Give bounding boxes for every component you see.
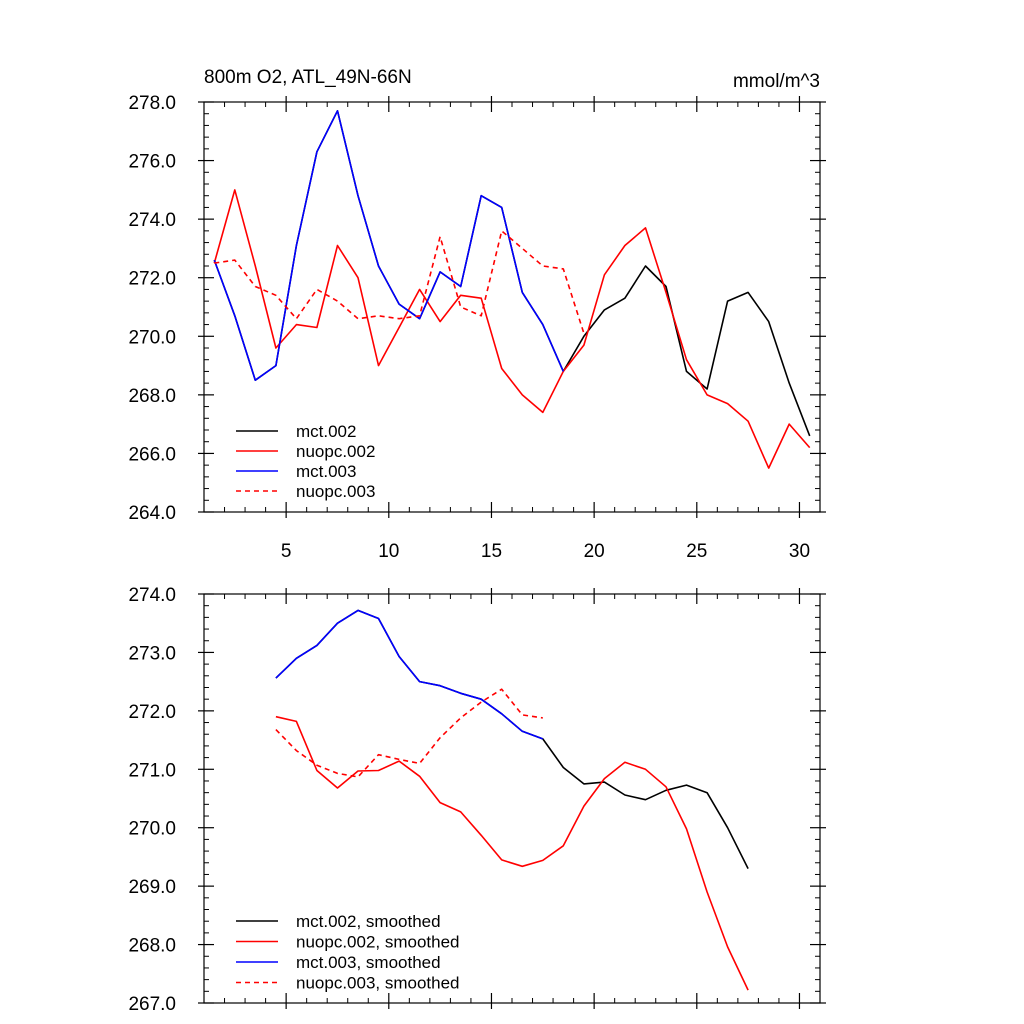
series-line-nuopc-003-smoothed: [275, 688, 543, 778]
legend-label: mct.002: [296, 422, 356, 441]
y-tick-label: 276.0: [128, 152, 176, 173]
y-tick-label: 272.0: [128, 702, 176, 723]
y-tick-label: 274.0: [128, 210, 176, 231]
x-tick-label: 20: [584, 541, 605, 562]
y-tick-label: 266.0: [128, 444, 176, 465]
y-tick-label: 271.0: [128, 760, 176, 781]
y-tick-label: 267.0: [128, 994, 176, 1015]
y-tick-label: 264.0: [128, 503, 176, 524]
y-tick-label: 274.0: [128, 585, 176, 606]
series-line-mct-003: [213, 110, 565, 382]
series-line-nuopc-003: [214, 230, 585, 334]
top-chart-panel: 5 10 15 20 25 30 264.0 266.0 268.0 270.0 272.0 274.…: [128, 93, 826, 562]
series-line-mct-003-smoothed: [275, 609, 544, 740]
y-tick-label: 270.0: [128, 819, 176, 840]
y-tick-label: 268.0: [128, 936, 176, 957]
legend-label: nuopc.003: [296, 482, 375, 501]
legend-label: nuopc.002, smoothed: [296, 933, 460, 952]
x-tick-label: 10: [378, 541, 399, 562]
y-tick-label: 278.0: [128, 93, 176, 114]
x-tick-label: 15: [481, 541, 502, 562]
x-tick-label: 5: [281, 541, 292, 562]
x-tick-label: 25: [686, 541, 707, 562]
series-line-mct-002: [213, 110, 811, 437]
y-tick-label: 269.0: [128, 877, 176, 898]
legend-label: mct.002, smoothed: [296, 912, 441, 931]
chart-title: 800m O2, ATL_49N-66N: [204, 67, 412, 88]
x-tick-label: 30: [789, 541, 810, 562]
y-tick-label: 272.0: [128, 269, 176, 290]
legend-label: nuopc.002: [296, 442, 375, 461]
legend-label: mct.003, smoothed: [296, 953, 441, 972]
series-line-nuopc-002-smoothed: [275, 715, 749, 991]
bottom-chart-panel: 267.0 268.0 269.0 270.0 271.0 272.0 273.0 274.0…: [128, 585, 826, 1015]
series-line-mct-002-smoothed: [275, 609, 749, 869]
legend-label: nuopc.003, smoothed: [296, 974, 460, 993]
units-label: mmol/m^3: [733, 71, 820, 92]
series-line-nuopc-002: [213, 189, 811, 469]
y-tick-label: 268.0: [128, 386, 176, 407]
y-tick-label: 273.0: [128, 643, 176, 664]
legend-label: mct.003: [296, 462, 356, 481]
y-tick-label: 270.0: [128, 327, 176, 348]
